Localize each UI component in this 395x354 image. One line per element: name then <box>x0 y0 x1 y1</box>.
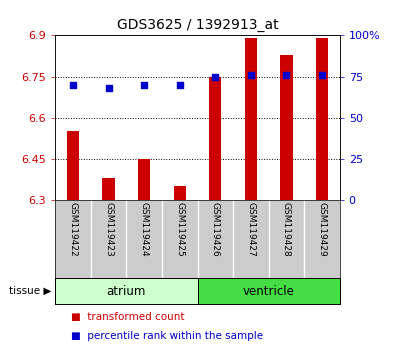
Bar <box>245 38 257 200</box>
Point <box>248 72 254 78</box>
Text: GSM119423: GSM119423 <box>104 202 113 257</box>
Bar <box>67 131 79 200</box>
Text: tissue ▶: tissue ▶ <box>9 286 51 296</box>
Point <box>283 72 290 78</box>
Point <box>319 72 325 78</box>
Bar <box>316 38 328 200</box>
Bar <box>198 278 340 304</box>
Bar <box>55 278 198 304</box>
Text: GSM119429: GSM119429 <box>318 202 326 257</box>
Text: GSM119425: GSM119425 <box>175 202 184 257</box>
Text: GSM119426: GSM119426 <box>211 202 220 257</box>
Text: atrium: atrium <box>107 285 146 298</box>
Text: GSM119422: GSM119422 <box>69 202 77 257</box>
Point <box>70 82 76 88</box>
Point <box>141 82 147 88</box>
Text: GSM119428: GSM119428 <box>282 202 291 257</box>
Text: GSM119424: GSM119424 <box>140 202 149 257</box>
Text: ■  percentile rank within the sample: ■ percentile rank within the sample <box>71 331 263 341</box>
Bar <box>280 55 293 200</box>
Text: ■  transformed count: ■ transformed count <box>71 312 184 321</box>
Title: GDS3625 / 1392913_at: GDS3625 / 1392913_at <box>117 18 278 32</box>
Point <box>177 82 183 88</box>
Bar <box>209 76 222 200</box>
Bar <box>138 159 150 200</box>
Bar <box>173 186 186 200</box>
Text: GSM119427: GSM119427 <box>246 202 255 257</box>
Bar <box>102 178 115 200</box>
Point <box>212 74 218 79</box>
Point <box>105 85 112 91</box>
Text: ventricle: ventricle <box>243 285 295 298</box>
